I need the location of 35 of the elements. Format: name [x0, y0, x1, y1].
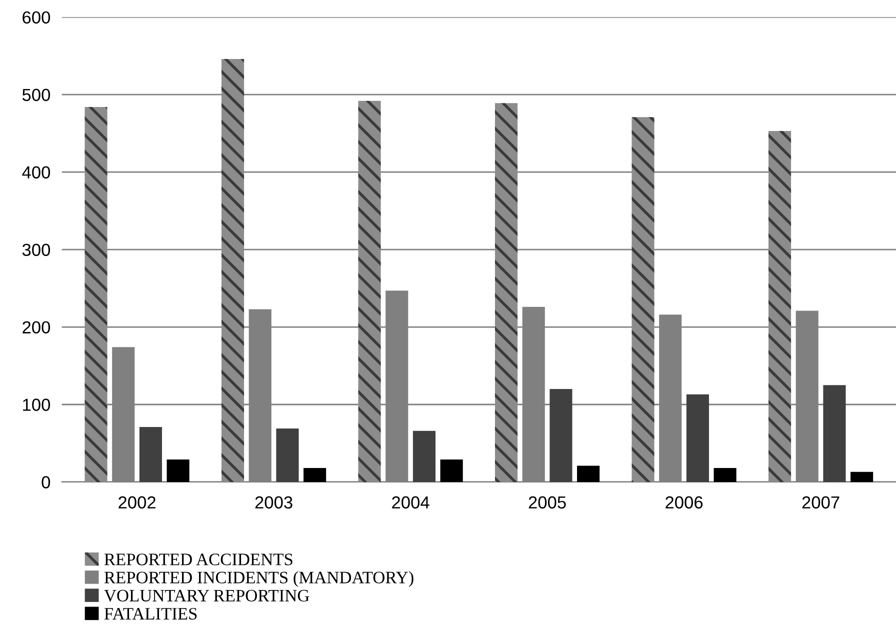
x-tick-label: 2005 — [528, 496, 566, 509]
x-tick-label: 2006 — [666, 496, 703, 509]
legend-label: REPORTED INCIDENTS (MANDATORY) — [104, 571, 414, 587]
y-tick-label: 200 — [22, 321, 50, 334]
y-tick-label: 0 — [42, 476, 50, 488]
bar — [84, 107, 108, 482]
x-tick-label: 2002 — [118, 496, 156, 509]
y-tick-label: 600 — [22, 11, 50, 24]
bar — [850, 472, 874, 482]
bar — [412, 430, 436, 482]
bar — [768, 131, 792, 482]
bar — [304, 468, 326, 482]
bar — [632, 117, 654, 482]
bar — [577, 466, 600, 482]
bar — [358, 100, 381, 482]
x-tick-label: 2007 — [802, 496, 840, 509]
bar — [276, 428, 299, 482]
y-tick-label: 300 — [22, 244, 50, 256]
bar — [221, 58, 244, 482]
legend-label: FATALITIES — [104, 608, 197, 620]
legend-label: REPORTED ACCIDENTS — [104, 554, 292, 566]
bar — [440, 460, 463, 482]
bar — [550, 389, 572, 482]
bar — [686, 394, 709, 482]
y-tick-label: 500 — [22, 88, 50, 102]
bar — [166, 460, 190, 482]
x-tick-label: 2004 — [392, 496, 430, 509]
legend-label: VOLUNTARY REPORTING — [104, 590, 310, 602]
bar — [823, 385, 846, 482]
y-tick-label: 100 — [23, 398, 50, 411]
x-tick-label: 2003 — [255, 496, 292, 509]
bar — [139, 426, 162, 482]
bar — [494, 103, 518, 482]
y-tick-label: 400 — [22, 166, 50, 179]
bar — [714, 468, 736, 482]
